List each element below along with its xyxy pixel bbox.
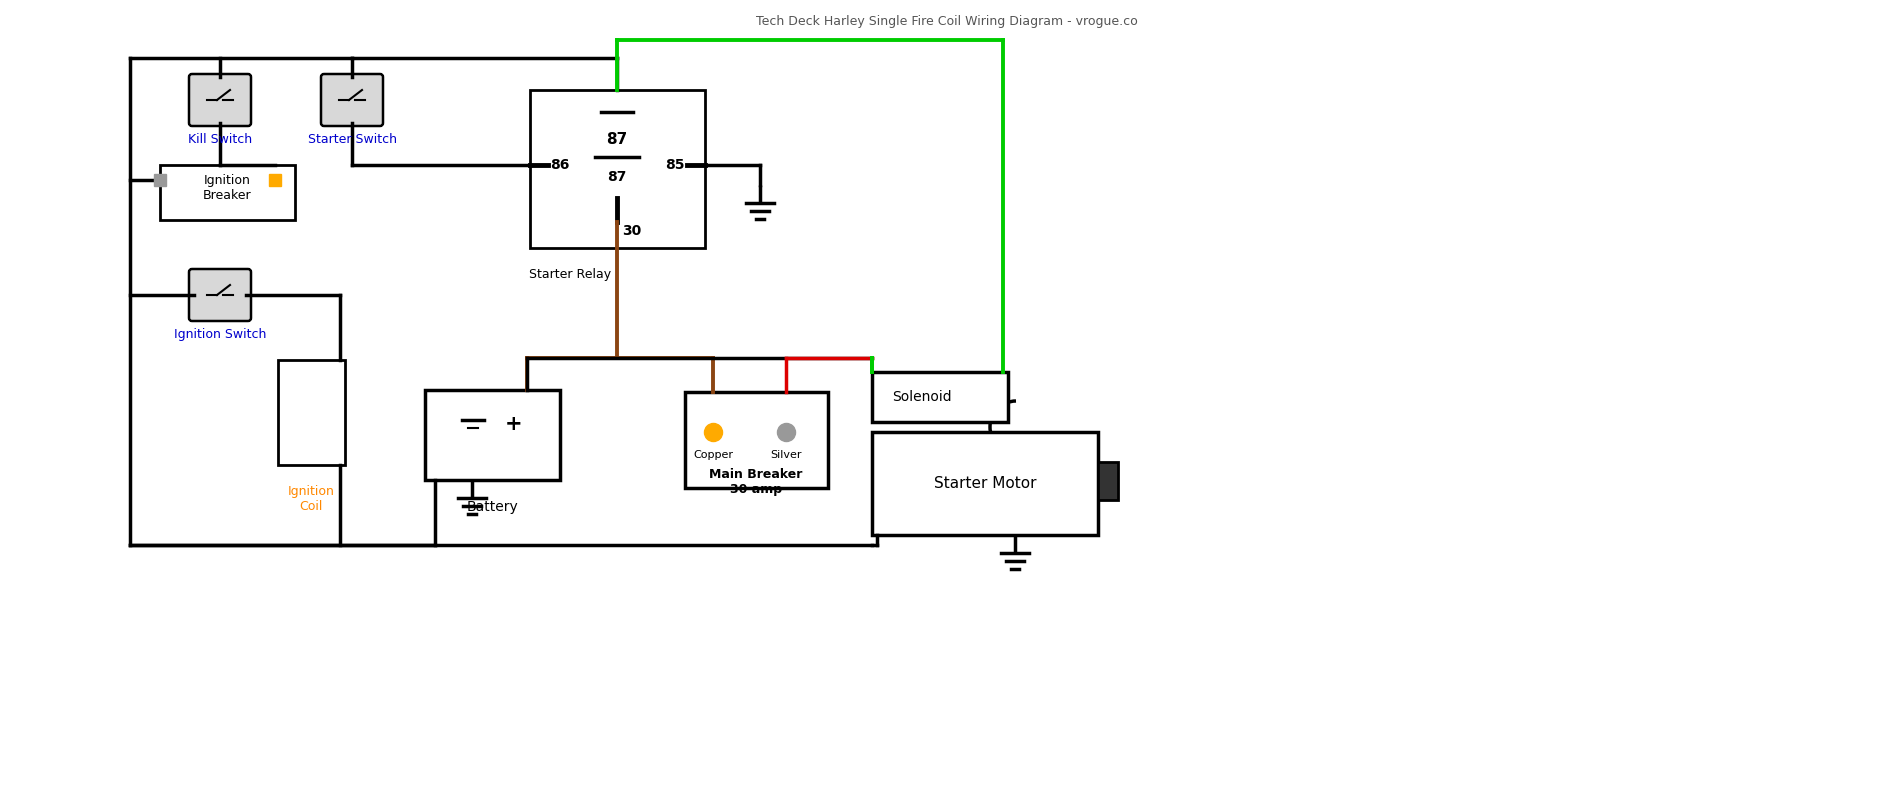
FancyBboxPatch shape	[190, 74, 250, 126]
Bar	[159, 165, 296, 220]
Bar	[279, 360, 345, 465]
Text: 87: 87	[606, 170, 627, 184]
Text: Starter Motor: Starter Motor	[934, 476, 1037, 490]
Text: Starter Switch: Starter Switch	[307, 133, 396, 146]
FancyBboxPatch shape	[320, 74, 383, 126]
Text: Starter Relay: Starter Relay	[529, 268, 610, 281]
Text: Tech Deck Harley Single Fire Coil Wiring Diagram - vrogue.co: Tech Deck Harley Single Fire Coil Wiring…	[756, 15, 1137, 28]
Text: 86: 86	[550, 158, 568, 172]
FancyBboxPatch shape	[190, 269, 250, 321]
Text: Ignition
Coil: Ignition Coil	[288, 485, 334, 513]
Text: Battery: Battery	[466, 500, 517, 514]
Bar	[531, 90, 705, 248]
Text: 30: 30	[622, 224, 641, 238]
Bar	[1097, 462, 1118, 500]
Text: 87: 87	[606, 132, 627, 147]
Text: Solenoid: Solenoid	[893, 390, 951, 404]
Text: Ignition Switch: Ignition Switch	[174, 328, 265, 341]
Text: +: +	[506, 414, 523, 434]
Text: Main Breaker
30 amp: Main Breaker 30 amp	[709, 468, 803, 496]
Bar	[684, 392, 828, 488]
Text: 85: 85	[665, 158, 684, 172]
Bar	[872, 432, 1097, 535]
Text: Ignition
Breaker: Ignition Breaker	[203, 174, 252, 202]
Text: Copper: Copper	[694, 450, 733, 460]
Text: Silver: Silver	[769, 450, 802, 460]
Bar	[872, 372, 1008, 422]
Bar	[424, 390, 561, 480]
Text: Kill Switch: Kill Switch	[188, 133, 252, 146]
